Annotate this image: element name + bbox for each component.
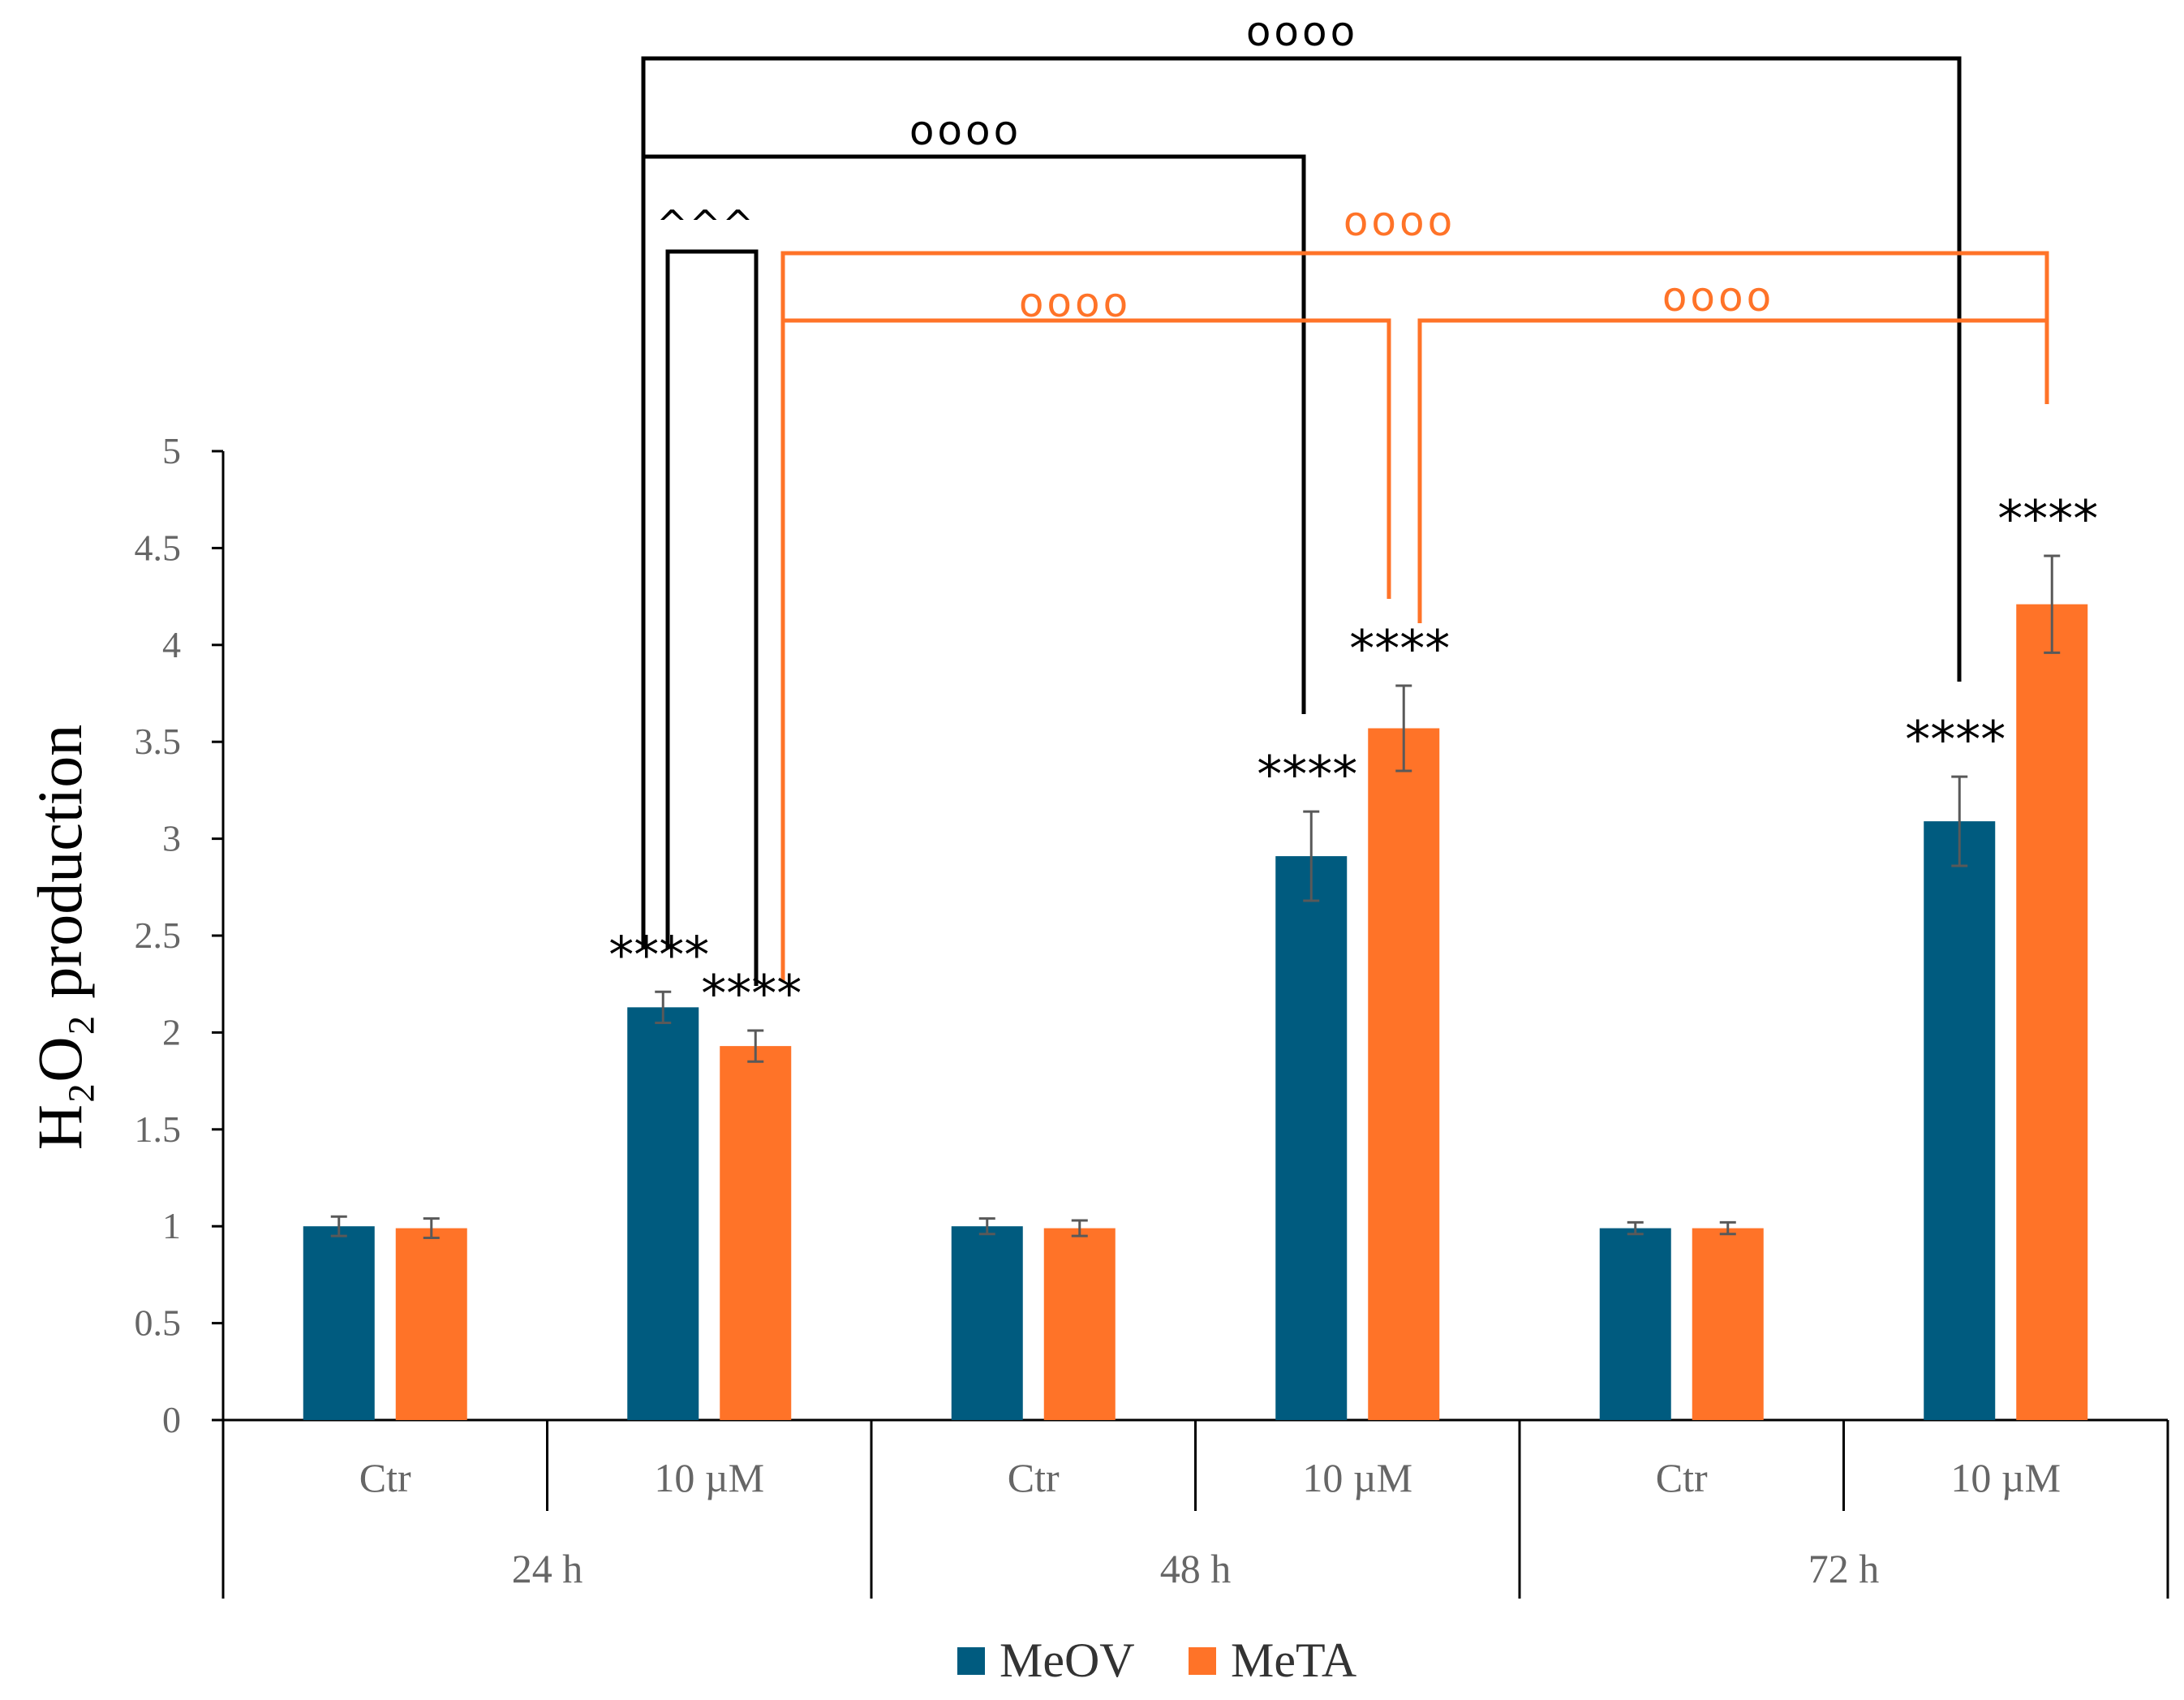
labels: 0 0.5 1 1.5 2 2.5 3 3.5 4 4.5 5 Ctr 10 µM Ctr 10 µM Ctr… [135, 430, 2099, 1591]
y-tick-label: 3.5 [135, 721, 182, 762]
y-tick-label: 1.5 [135, 1108, 182, 1150]
y-tick-label: 3 [162, 818, 181, 859]
bar-meov [1924, 821, 1996, 1420]
comparison-label: oooo [1019, 279, 1131, 326]
legend-swatch-meta [1189, 1647, 1216, 1675]
legend-swatch-meov [957, 1647, 985, 1675]
comparison-bracket [1417, 318, 2049, 623]
significance-stars: **** [1257, 745, 1357, 804]
comparison-bracket [665, 249, 759, 986]
y-tick-label: 5 [162, 430, 181, 471]
x-category-label: Ctr [1008, 1455, 1060, 1500]
bar-meta [395, 1228, 467, 1420]
comparison-label: oooo [1344, 198, 1455, 245]
bar-meta [1692, 1228, 1764, 1420]
bars [303, 554, 2088, 1420]
comparison-label: oooo [1662, 273, 1774, 321]
significance-stars: **** [1349, 619, 1450, 678]
y-tick-label: 1 [162, 1205, 181, 1246]
bar-meov [1599, 1228, 1671, 1420]
bar-meov [303, 1226, 375, 1420]
legend: MeOV MeTA [957, 1633, 1356, 1687]
bar-meov [627, 1007, 699, 1420]
x-group-label: 48 h [1160, 1546, 1232, 1591]
bar-meta [2016, 604, 2088, 1420]
bar-meta [1043, 1228, 1116, 1420]
comparison-bracket [641, 56, 1962, 949]
significance-stars: **** [608, 925, 709, 984]
x-category-label: 10 µM [654, 1455, 764, 1500]
bar-meov [951, 1226, 1023, 1420]
x-group-label: 24 h [512, 1546, 583, 1591]
y-tick-label: 2 [162, 1011, 181, 1052]
comparison-label: ^^^ [656, 202, 755, 246]
significance-stars: **** [1905, 710, 2006, 769]
bar-meov [1275, 856, 1348, 1420]
x-category-label: 10 µM [1302, 1455, 1412, 1500]
legend-label-meta: MeTA [1231, 1633, 1356, 1687]
y-tick-label: 0.5 [135, 1302, 182, 1344]
axes [212, 450, 2169, 1599]
legend-label-meov: MeOV [1000, 1633, 1135, 1687]
comparison-label: oooo [1246, 8, 1358, 55]
bar-meta [720, 1046, 792, 1420]
y-tick-label: 4.5 [135, 527, 182, 568]
comparison-bracket [641, 154, 1306, 949]
y-axis-label: H₂O₂ production [24, 725, 95, 1150]
bar-meta [1368, 728, 1440, 1420]
y-tick-label: 2.5 [135, 915, 182, 956]
significance-stars: **** [1997, 489, 2098, 549]
y-tick-label: 4 [162, 624, 181, 665]
x-group-label: 72 h [1808, 1546, 1880, 1591]
comparison-brackets: ^^^ oooo oooo oooo oooo oooo [641, 8, 2049, 986]
x-category-label: Ctr [1656, 1455, 1708, 1500]
x-category-label: Ctr [359, 1455, 411, 1500]
comparison-label: oooo [909, 107, 1021, 154]
x-category-label: 10 µM [1950, 1455, 2061, 1500]
significance-stars: **** [701, 964, 802, 1023]
y-tick-label: 0 [162, 1399, 181, 1440]
